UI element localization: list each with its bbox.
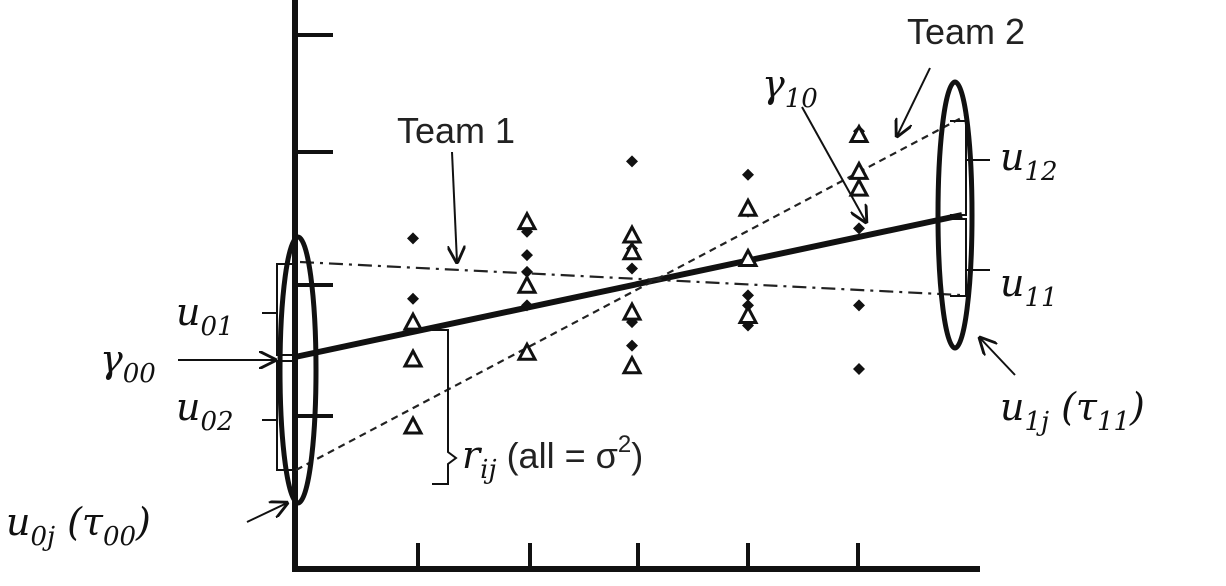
u12-sub: 12	[1024, 157, 1057, 187]
u12-base: u	[1000, 135, 1024, 179]
u1j-tau: τ	[1076, 385, 1098, 429]
u12-label: u12	[1000, 135, 1058, 187]
triangle-point	[621, 354, 643, 375]
triangle-point	[848, 176, 870, 197]
slope-variance-ellipse	[935, 79, 975, 351]
team1-regression-line	[299, 260, 961, 297]
u01-bracket	[276, 263, 292, 356]
u1j-tau-sub: 11	[1097, 407, 1130, 437]
u02-bracket	[276, 360, 292, 471]
diamond-point	[521, 249, 533, 262]
triangle-point	[516, 341, 538, 361]
rij-close: )	[631, 435, 643, 476]
u02-label: u02	[176, 385, 234, 437]
u01-sub: 01	[200, 312, 233, 342]
x-ticks	[416, 543, 860, 569]
triangle-point	[848, 160, 870, 180]
average-regression-line	[294, 212, 963, 360]
triangle-point	[402, 414, 424, 435]
gamma10-base: γ	[762, 62, 785, 106]
diamond-point	[407, 292, 419, 305]
u0j-tau-sub: 00	[103, 522, 136, 552]
triangle-point	[516, 274, 538, 294]
u1j-base: u	[1000, 385, 1024, 429]
rij-sub: ij	[480, 455, 496, 485]
u02-sub: 02	[200, 407, 233, 437]
u0j-base: u	[6, 500, 30, 544]
diamond-point	[853, 363, 865, 376]
team1-arrow	[452, 151, 457, 262]
u01-label: u01	[176, 290, 234, 342]
u1j-sub: 1j	[1024, 407, 1049, 437]
u0j-tau: τ	[82, 500, 104, 544]
team2-regression-line	[295, 115, 966, 471]
triangle-point	[848, 123, 870, 144]
diamond-point	[521, 265, 533, 278]
gamma00-base: γ	[100, 337, 123, 381]
diamond-point	[853, 222, 865, 235]
diamond-point	[742, 289, 754, 302]
u0j-sub: 0j	[30, 522, 55, 552]
triangle-point	[402, 347, 424, 368]
triangle-point	[621, 223, 643, 244]
gamma10-arrow	[801, 106, 866, 222]
u02-base: u	[176, 385, 200, 429]
u0j-label: u0j (τ00)	[6, 500, 151, 552]
gamma10-sub: 10	[785, 84, 818, 114]
rij-bracket	[432, 329, 458, 485]
team1-label: Team 1	[397, 110, 515, 151]
intercept-variance-ellipse	[277, 234, 319, 506]
triangle-point	[402, 310, 424, 331]
triangle-point	[737, 247, 759, 267]
diamond-point	[626, 339, 638, 352]
diamond-point	[407, 232, 419, 245]
u11-label: u11	[1000, 261, 1058, 313]
u0j-arrow	[246, 503, 287, 523]
rij-text: (all = σ	[507, 435, 618, 476]
triangle-point	[621, 240, 643, 261]
rij-base: r	[462, 433, 483, 477]
u11-bracket	[950, 218, 967, 297]
u1j-arrow	[980, 338, 1016, 376]
gamma00-label: γ00	[100, 337, 156, 389]
data-points	[402, 123, 870, 435]
triangle-point	[516, 210, 538, 231]
rij-label: rij (all = σ2)	[462, 431, 643, 485]
u01-base: u	[176, 290, 200, 334]
diamond-point	[626, 155, 638, 168]
triangle-point	[737, 304, 759, 324]
u12-bracket	[950, 120, 967, 216]
diamond-point	[521, 299, 533, 312]
gamma00-sub: 00	[123, 359, 156, 389]
diamond-point	[626, 262, 638, 275]
team2-label: Team 2	[907, 11, 1025, 52]
u1j-label: u1j (τ11)	[1000, 385, 1145, 437]
gamma10-label: γ10	[762, 62, 818, 114]
team2-arrow	[897, 67, 931, 136]
triangle-point	[621, 300, 643, 321]
diamond-point	[853, 299, 865, 312]
rij-sup: 2	[618, 431, 631, 458]
triangle-point	[737, 197, 759, 217]
u11-sub: 11	[1024, 283, 1057, 313]
u11-base: u	[1000, 261, 1024, 305]
diamond-point	[742, 168, 754, 181]
